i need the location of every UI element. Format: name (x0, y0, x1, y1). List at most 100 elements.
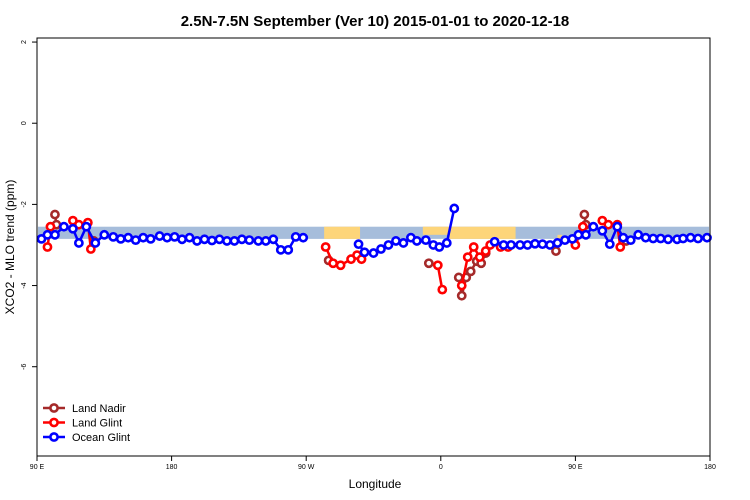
data-point (138, 232, 149, 243)
data-point (597, 225, 608, 236)
data-point (545, 240, 555, 250)
plot-frame (36, 37, 711, 457)
data-point (108, 231, 119, 242)
data-point (498, 240, 509, 250)
data-point (199, 234, 210, 245)
data-point (515, 240, 525, 250)
data-point (648, 233, 659, 244)
data-point (50, 209, 60, 220)
data-point (320, 242, 331, 252)
legend-item: Land Nadir (43, 403, 126, 415)
data-point (42, 242, 53, 252)
data-point (480, 246, 491, 256)
data-point (359, 247, 370, 258)
data-point (560, 235, 570, 246)
legend-item: Land Glint (43, 418, 122, 430)
data-point (398, 238, 409, 248)
data-point (253, 236, 264, 246)
data-point (640, 232, 651, 243)
data-point (437, 284, 448, 295)
data-point (453, 272, 464, 283)
data-point (391, 236, 401, 246)
data-point (130, 235, 141, 246)
data-point (383, 240, 394, 250)
data-point (462, 252, 473, 263)
data-point (73, 238, 84, 248)
legend-swatch-marker (49, 417, 59, 428)
y-tick-label: 0 (21, 121, 28, 125)
land-band-segment (422, 226, 450, 235)
data-point (59, 221, 69, 232)
legend-swatch-marker (49, 432, 59, 442)
data-point (552, 238, 563, 248)
data-point (298, 232, 309, 243)
data-point (612, 221, 623, 232)
data-point (207, 235, 217, 246)
data-point (177, 234, 187, 245)
data-point (456, 280, 467, 291)
data-point (67, 223, 78, 234)
data-point (376, 244, 386, 254)
x-tick-label: 0 (439, 464, 443, 471)
legend-label: Land Nadir (72, 403, 126, 415)
data-point (573, 229, 584, 240)
data-point (678, 233, 688, 244)
legend-label: Ocean Glint (72, 432, 130, 444)
data-point (290, 231, 301, 242)
data-point (42, 229, 53, 240)
data-point (441, 238, 452, 248)
data-point (411, 236, 422, 246)
series-layer (36, 203, 712, 301)
data-point (85, 244, 96, 254)
data-point (551, 246, 561, 256)
data-point (275, 244, 286, 255)
legend-item: Ocean Glint (43, 432, 130, 444)
data-point (489, 236, 500, 247)
data-point (368, 248, 379, 258)
data-point (449, 203, 460, 214)
data-point (184, 232, 195, 243)
data-point (423, 258, 434, 269)
x-tick-label: 180 (166, 464, 178, 471)
data-point (693, 233, 703, 244)
data-point (537, 239, 548, 250)
data-point (434, 242, 445, 252)
data-point (99, 229, 110, 240)
y-tick-label: 2 (21, 40, 28, 44)
y-tick-label: -4 (21, 282, 28, 288)
data-point (222, 236, 232, 246)
data-point (633, 229, 644, 240)
data-point (50, 229, 60, 240)
data-point (420, 235, 431, 246)
series-ocean-glint (36, 203, 712, 258)
data-point (456, 290, 467, 301)
data-point (618, 232, 629, 243)
data-point (81, 221, 92, 232)
y-tick-label: -2 (21, 201, 28, 207)
data-point (522, 240, 533, 250)
data-point (625, 235, 636, 246)
data-point (588, 221, 599, 232)
y-axis-label: XCO2 - MLO trend (ppm) (3, 180, 17, 315)
x-tick-label: 90 E (568, 464, 583, 471)
land-band-segment (449, 226, 516, 239)
data-point (530, 238, 540, 249)
data-point (169, 231, 180, 242)
legend-swatch-marker (49, 403, 59, 413)
data-point (663, 234, 674, 245)
series-land-nadir (50, 209, 632, 301)
data-point (90, 238, 101, 248)
data-point (468, 242, 479, 252)
data-point (260, 236, 271, 246)
data-point (214, 234, 225, 245)
data-point (465, 266, 476, 277)
land-band-segment (324, 226, 361, 239)
legend-label: Land Glint (72, 418, 122, 430)
data-point (353, 239, 364, 250)
data-point (604, 239, 615, 250)
data-point (603, 219, 614, 230)
x-tick-label: 90 W (298, 464, 315, 471)
x-tick-label: 180 (704, 464, 716, 471)
data-point (580, 229, 591, 240)
